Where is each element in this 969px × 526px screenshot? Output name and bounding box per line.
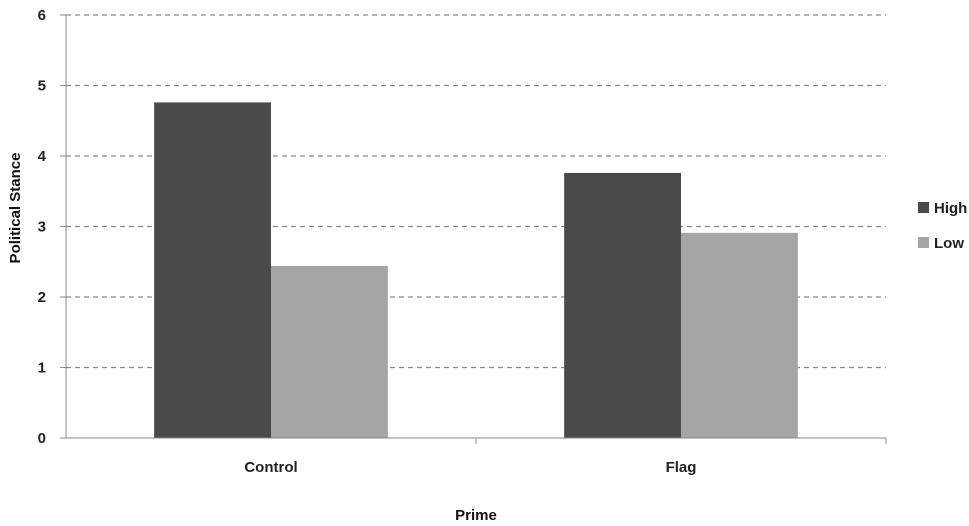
- y-tick-label: 4: [38, 148, 47, 165]
- bar-high-control: [154, 102, 271, 439]
- legend-swatch-low: [918, 237, 929, 248]
- bar-high-flag: [564, 172, 681, 439]
- x-category-label: Control: [244, 459, 297, 476]
- legend: High Low: [918, 200, 967, 252]
- x-axis-title: Prime: [455, 507, 497, 524]
- y-tick-label: 0: [38, 430, 46, 447]
- bar-low-flag: [681, 232, 798, 438]
- x-category-labels: Control Flag: [244, 459, 696, 476]
- y-axis-title: Political Stance: [7, 153, 24, 264]
- y-tick-label: 6: [38, 7, 46, 24]
- x-category-label: Flag: [666, 459, 697, 476]
- axes: [65, 15, 886, 439]
- y-tick-label: 1: [38, 360, 46, 377]
- y-tick-label: 3: [38, 219, 46, 236]
- bars: [154, 102, 887, 444]
- legend-swatch-high: [918, 202, 929, 213]
- bar-low-control: [271, 265, 388, 438]
- y-tick-label: 2: [38, 289, 46, 306]
- y-tick-labels: 0 1 2 3 4 5 6: [38, 7, 47, 447]
- legend-label-low: Low: [934, 235, 964, 252]
- legend-label-high: High: [934, 200, 967, 217]
- y-tick-label: 5: [38, 78, 46, 95]
